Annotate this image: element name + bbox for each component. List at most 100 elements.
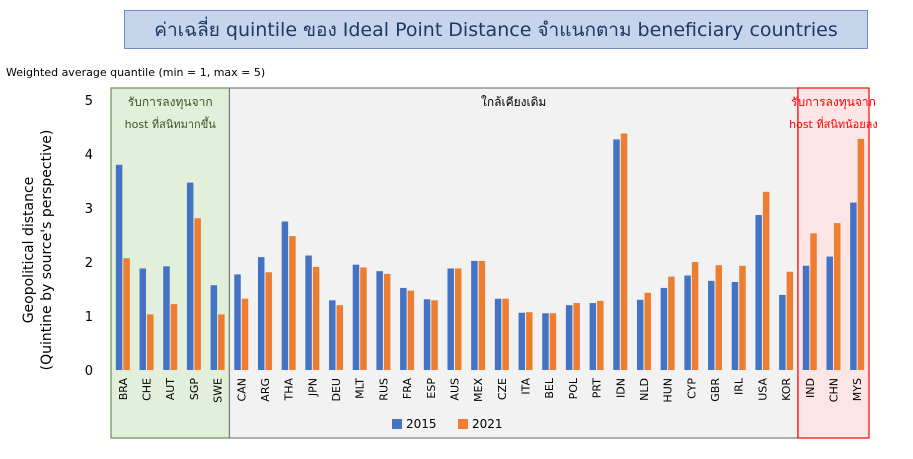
y-tick-label: 4 <box>85 148 93 163</box>
x-tick-label-ITA: ITA <box>520 378 533 395</box>
x-tick-label-PRT: PRT <box>591 378 604 398</box>
bar-2015-MEX <box>471 260 478 370</box>
x-tick-label-KOR: KOR <box>780 378 793 401</box>
bar-2021-USA <box>762 191 770 370</box>
bar-2021-CHN <box>833 223 841 370</box>
bar-2021-BEL <box>549 313 557 370</box>
group-label-2: ใกล้เคียงเดิม <box>481 95 546 109</box>
bar-2015-SGP <box>186 182 194 370</box>
x-tick-label-CAN: CAN <box>235 378 248 401</box>
x-tick-label-IRL: IRL <box>733 377 746 395</box>
bar-2015-MYS <box>850 202 857 370</box>
bar-2015-IDN <box>613 139 620 370</box>
y-tick-label: 0 <box>85 364 93 379</box>
x-tick-label-CHE: CHE <box>141 378 154 401</box>
y-tick-label: 3 <box>85 202 93 217</box>
bar-2015-CAN <box>234 274 241 370</box>
x-tick-label-AUT: AUT <box>164 378 177 401</box>
bar-2021-HUN <box>668 276 675 370</box>
legend-swatch-2015 <box>392 419 402 429</box>
bar-2015-IND <box>802 265 810 370</box>
y-tick-label: 2 <box>85 256 93 271</box>
bar-2015-BEL <box>542 313 549 370</box>
bar-2015-DEU <box>329 300 336 370</box>
chart-title: ค่าเฉลี่ย quintile ของ Ideal Point Dista… <box>124 10 868 49</box>
bar-2015-FRA <box>400 287 407 370</box>
x-tick-label-DEU: DEU <box>330 378 343 401</box>
x-tick-label-ARG: ARG <box>259 378 272 402</box>
bar-2021-ESP <box>431 300 438 370</box>
x-tick-label-THA: THA <box>283 378 296 402</box>
bar-2021-NLD <box>644 292 651 370</box>
bar-2021-ITA <box>526 312 533 370</box>
bar-2021-GBR <box>715 265 723 370</box>
bar-2015-CHE <box>139 268 147 370</box>
bar-2015-SWE <box>210 285 218 370</box>
x-tick-label-MEX: MEX <box>472 378 485 402</box>
bar-2015-PRT <box>589 303 597 370</box>
group-label-3: รับการลงทุนจาก <box>791 95 876 110</box>
x-tick-label-CHN: CHN <box>827 378 840 402</box>
bar-2021-AUS <box>454 268 462 370</box>
bar-2021-MYS <box>857 138 865 370</box>
x-tick-label-IDN: IDN <box>614 378 627 398</box>
x-tick-label-POL: POL <box>567 377 580 399</box>
bar-2021-IRL <box>739 265 746 370</box>
bar-2015-USA <box>755 215 762 370</box>
bar-2021-IDN <box>620 133 628 370</box>
bar-2015-GBR <box>708 280 715 370</box>
bar-2015-JPN <box>305 255 312 370</box>
x-tick-label-AUS: AUS <box>448 378 461 401</box>
bar-2015-KOR <box>779 294 786 370</box>
y-tick-label: 1 <box>85 310 93 325</box>
y-tick-label: 5 <box>85 94 93 109</box>
x-tick-label-BRA: BRA <box>117 378 130 401</box>
x-tick-label-CZE: CZE <box>496 378 509 400</box>
bar-2015-CYP <box>684 275 691 370</box>
bar-2021-RUS <box>383 273 391 370</box>
x-tick-label-NLD: NLD <box>638 378 651 401</box>
bar-2021-CAN <box>241 298 249 370</box>
x-tick-label-MLT: MLT <box>354 378 367 399</box>
x-tick-label-ESP: ESP <box>425 378 438 399</box>
x-tick-label-MYS: MYS <box>851 378 864 401</box>
x-tick-label-USA: USA <box>756 378 769 401</box>
bar-2021-CYP <box>691 262 699 370</box>
bar-2021-PRT <box>597 300 604 370</box>
legend-label-2015: 2015 <box>406 417 437 431</box>
group-box-2 <box>228 87 799 439</box>
bar-2021-THA <box>289 236 296 370</box>
bar-2015-HUN <box>660 287 668 370</box>
bar-2015-AUS <box>447 268 454 370</box>
bar-2021-KOR <box>786 271 794 370</box>
x-tick-label-SWE: SWE <box>212 378 225 403</box>
x-tick-label-IND: IND <box>804 378 817 398</box>
bar-2015-MLT <box>352 264 360 370</box>
bar-2015-CZE <box>494 298 502 370</box>
x-tick-label-FRA: FRA <box>401 378 414 400</box>
bar-2015-RUS <box>376 271 383 370</box>
bar-2015-ESP <box>423 299 431 370</box>
bar-2015-BRA <box>115 164 123 370</box>
bar-2021-SGP <box>194 218 201 370</box>
chart-subtitle: Weighted average quantile (min = 1, max … <box>6 66 266 79</box>
group-label-1: รับการลงทุนจาก <box>128 95 213 110</box>
x-tick-label-HUN: HUN <box>662 378 675 403</box>
bar-2021-MEX <box>478 260 486 370</box>
bar-2021-CHE <box>147 314 154 370</box>
bar-2015-THA <box>281 221 289 370</box>
bar-2021-AUT <box>170 304 178 370</box>
x-tick-label-RUS: RUS <box>377 378 390 401</box>
group-box-3 <box>797 87 870 439</box>
bar-2021-FRA <box>407 290 415 370</box>
bar-2015-CHN <box>826 256 833 370</box>
bar-2015-ITA <box>518 312 526 370</box>
bar-2021-CZE <box>502 298 509 370</box>
bar-2021-DEU <box>336 305 344 370</box>
legend-label-2021: 2021 <box>472 417 503 431</box>
bar-2015-ARG <box>257 257 265 370</box>
bar-2021-SWE <box>218 314 225 370</box>
bar-2021-MLT <box>360 267 367 370</box>
bar-2021-POL <box>573 303 580 370</box>
